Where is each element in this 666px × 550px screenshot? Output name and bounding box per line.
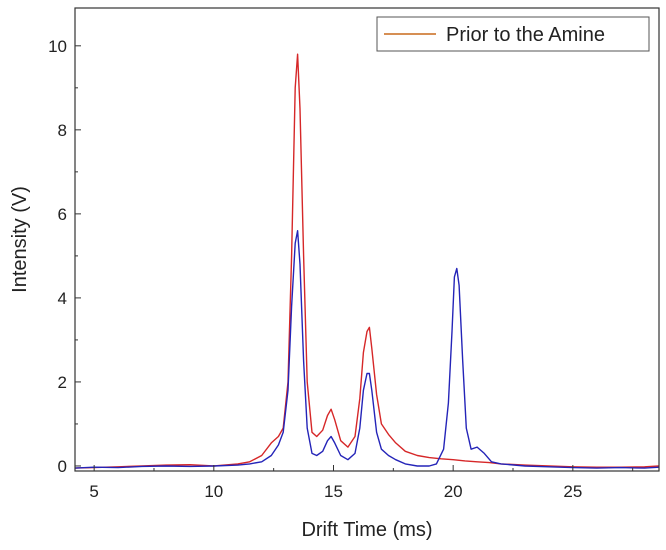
series-line-1 [74,53,660,469]
x-axis-label: Drift Time (ms) [301,519,432,541]
y-axis-label: Intensity (V) [9,186,31,293]
y-tick-label: 6 [58,205,67,224]
series-lines [74,53,660,469]
legend-entry: Prior to the Amine [446,24,605,46]
series-line-2 [74,230,660,469]
y-tick-label: 4 [58,289,67,308]
x-tick-label: 10 [204,482,223,501]
y-tick-label: 2 [58,373,67,392]
y-tick-label: 10 [48,37,67,56]
plot-frame [74,7,660,472]
x-axis: 5 10 15 20 25 [89,465,634,501]
y-tick-label: 0 [58,457,67,476]
x-tick-label: 25 [563,482,582,501]
y-tick-label: 8 [58,121,67,140]
x-tick-label: 15 [324,482,343,501]
legend: Prior to the Amine [376,16,650,52]
x-tick-label: 5 [89,482,98,501]
y-axis: 0 2 4 6 8 10 [48,37,81,476]
x-tick-label: 20 [444,482,463,501]
